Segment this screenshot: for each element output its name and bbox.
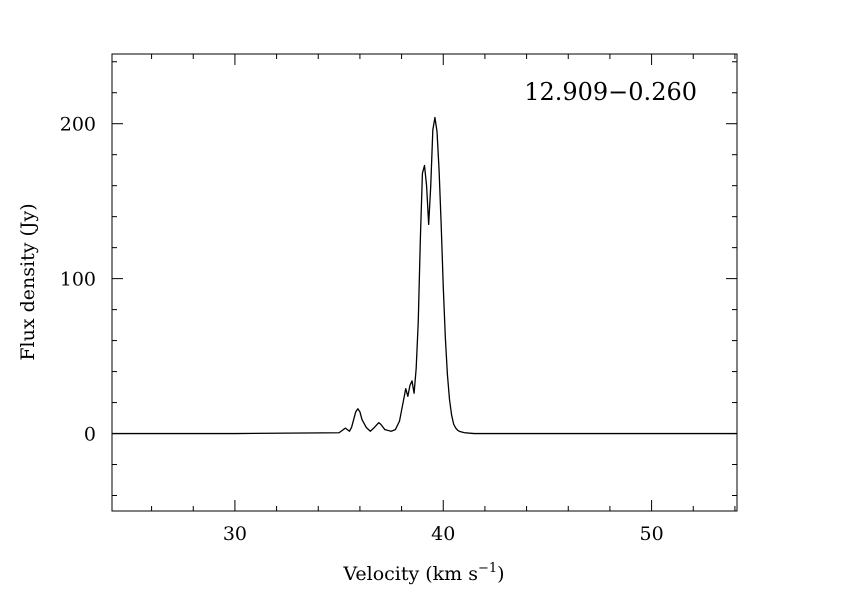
- plot-frame: [111, 53, 738, 512]
- y-tick-label: 100: [60, 269, 96, 291]
- x-tick-label: 30: [223, 523, 247, 545]
- x-axis-label: Velocity (km s−1): [342, 561, 504, 585]
- x-axis-label-exponent: −1: [478, 561, 497, 576]
- x-axis-label-close: ): [497, 563, 504, 585]
- source-annotation: 12.909−0.260: [524, 78, 697, 106]
- x-tick-label: 50: [639, 523, 663, 545]
- y-tick-label: 0: [84, 424, 96, 446]
- x-tick-label: 40: [431, 523, 455, 545]
- axis-tick-labels: 30 40 50 0 100 200: [60, 114, 664, 545]
- axis-ticks: [112, 54, 737, 511]
- y-tick-label: 200: [60, 114, 96, 136]
- spectrum-series-line: [112, 116, 737, 435]
- y-axis-label: Flux density (Jy): [17, 203, 39, 360]
